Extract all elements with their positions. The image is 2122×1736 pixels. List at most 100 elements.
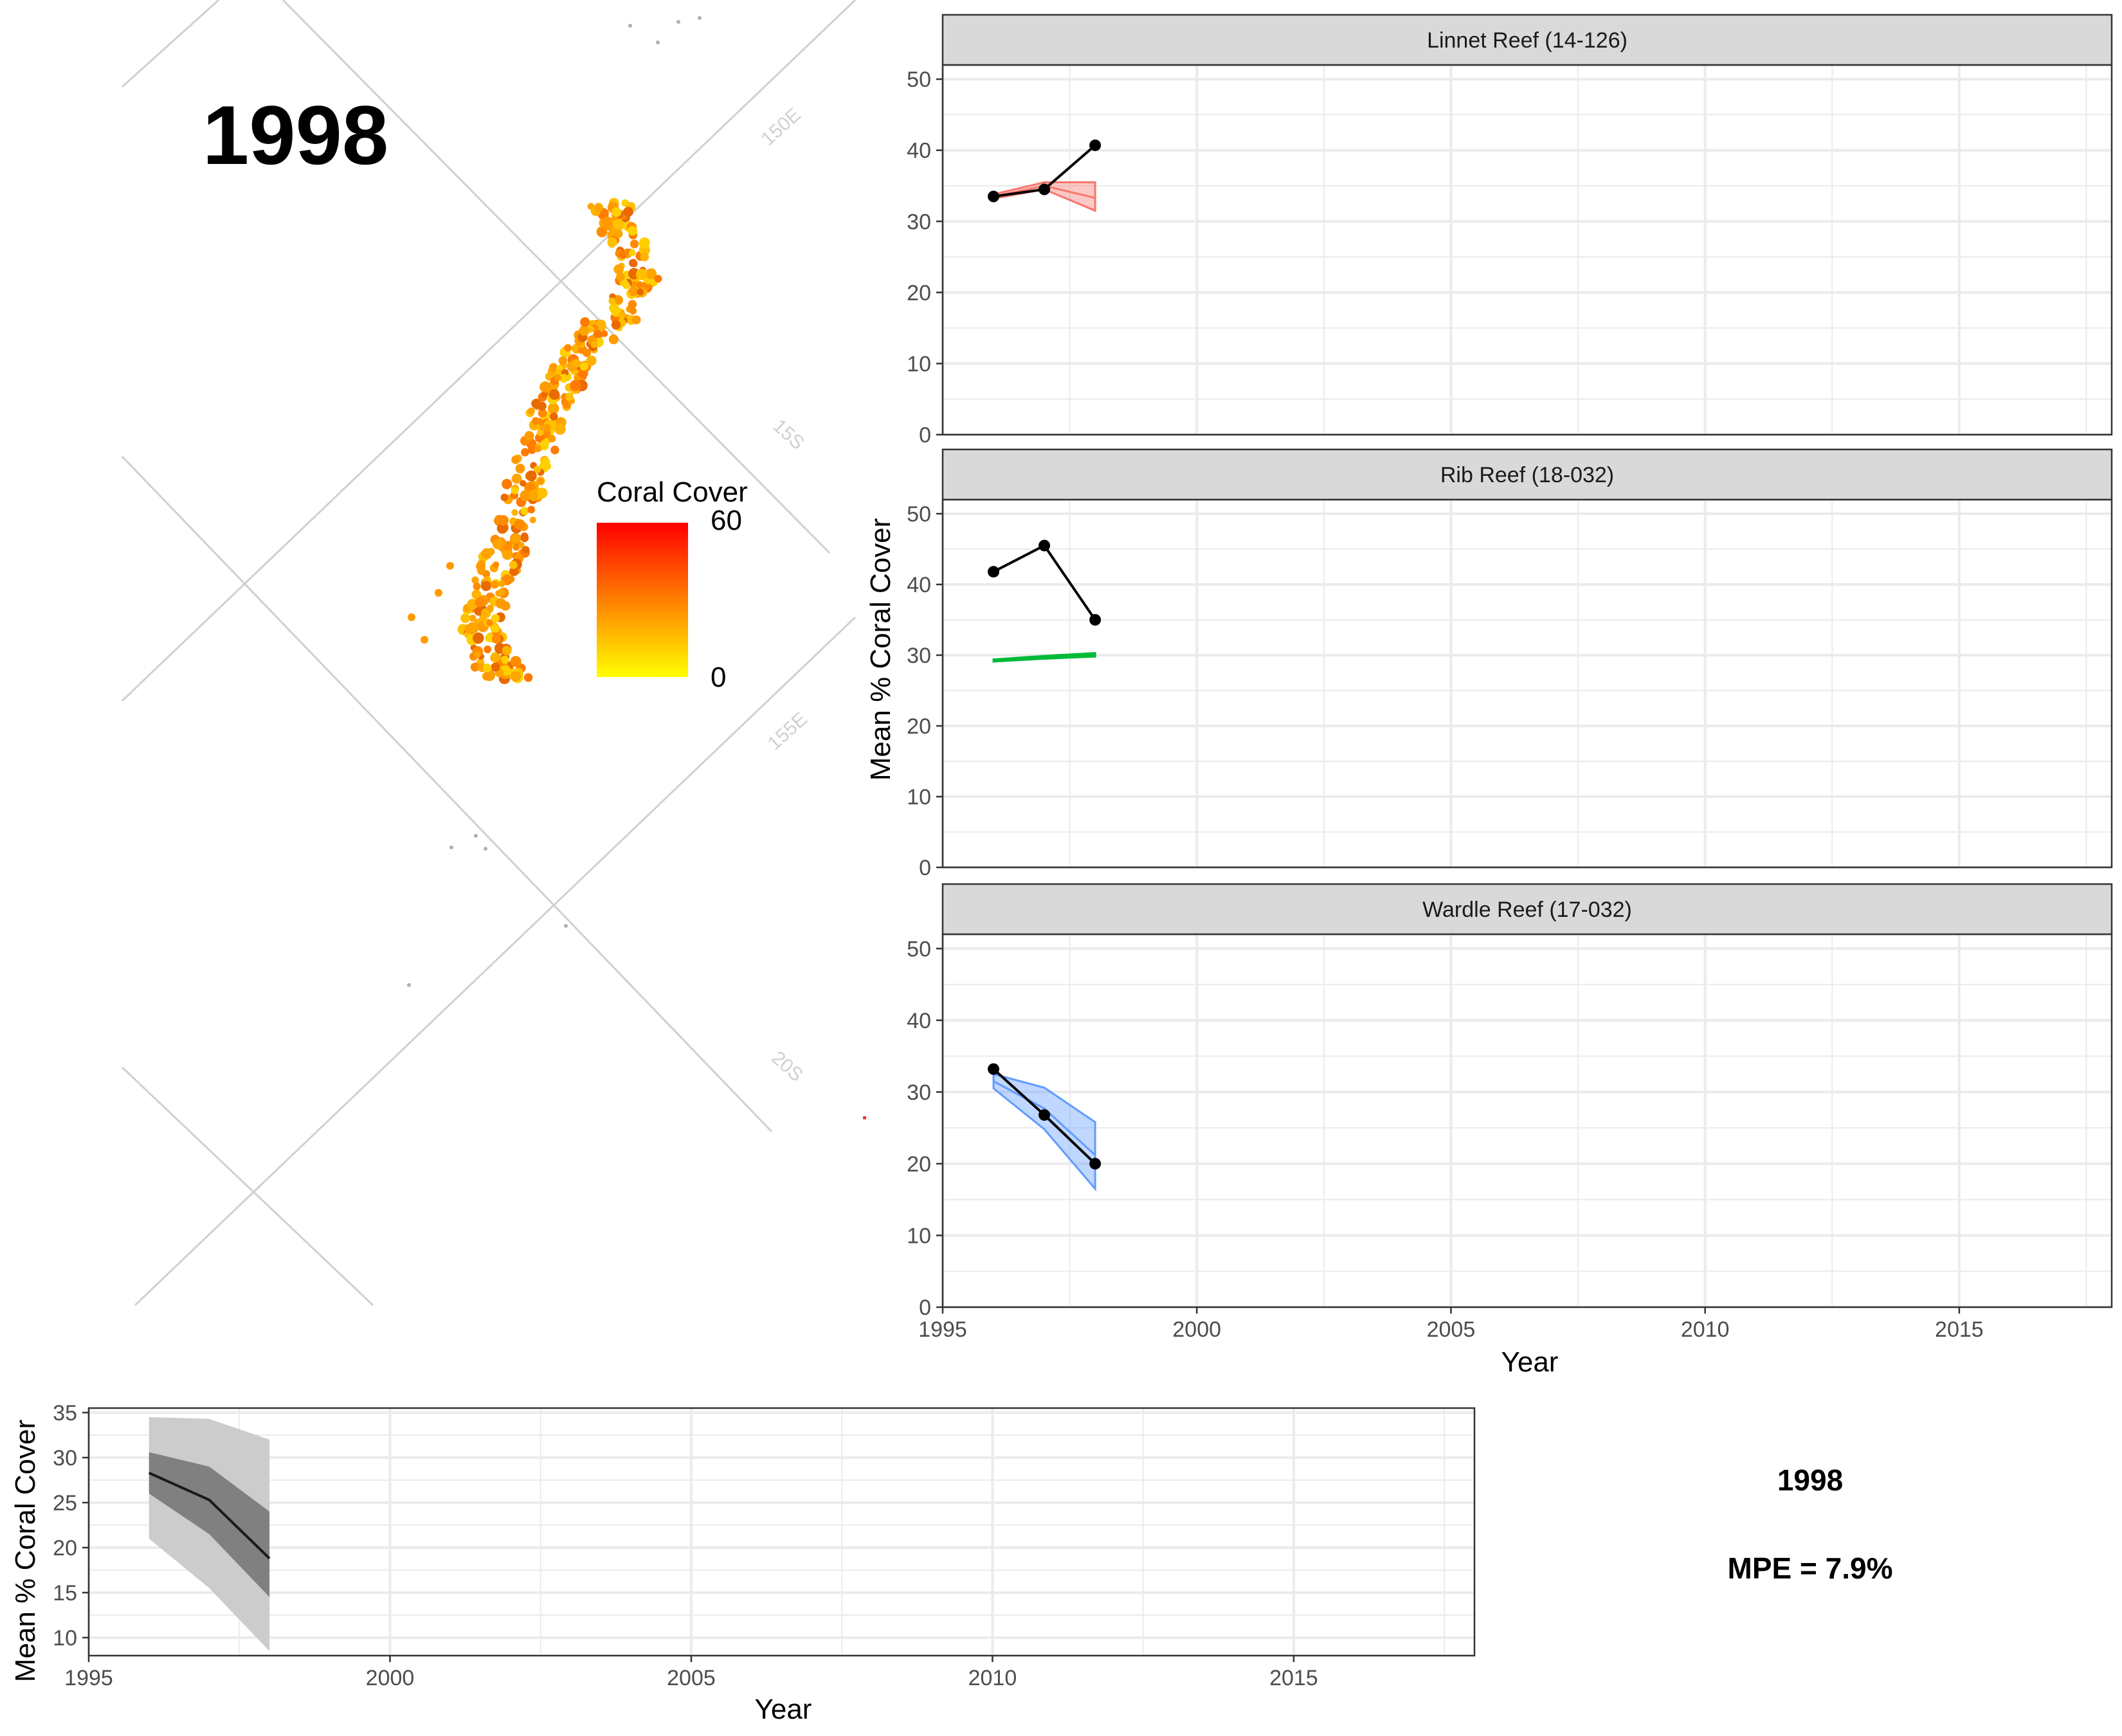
y-tick-label: 20	[907, 714, 931, 739]
reef-point	[549, 389, 560, 400]
panel-border	[87, 1407, 1476, 1657]
reef-point	[537, 429, 544, 437]
plot-background	[943, 65, 2112, 435]
reef-point	[496, 523, 508, 534]
reef-point	[523, 673, 533, 682]
reef-point	[408, 613, 415, 621]
reef-point	[511, 473, 522, 484]
observed-point	[1038, 539, 1051, 552]
observed-point	[1089, 614, 1102, 626]
reef-point	[594, 329, 603, 338]
wardle-reef-panel: 0 10 20 30 40 50 1995 2000 2005 2010 2015 Wardle Re…	[907, 883, 2113, 1342]
reef-point	[541, 439, 550, 448]
reef-point	[509, 566, 519, 576]
reef-point	[601, 330, 608, 338]
reef-point	[540, 381, 551, 393]
reef-point	[484, 646, 492, 653]
reef-point	[623, 206, 633, 217]
y-tick-label: 40	[907, 139, 931, 163]
graticule-label-150e: 150E	[757, 104, 805, 150]
reef-point	[502, 478, 512, 489]
panel-strip-label: Rib Reef (18-032)	[1440, 463, 1614, 487]
y-tick-label: 35	[53, 1401, 77, 1425]
reef-point	[550, 446, 559, 455]
reef-point	[498, 580, 505, 588]
y-tick-label: 10	[907, 1224, 931, 1248]
reef-point	[564, 344, 572, 352]
reef-point	[628, 300, 637, 309]
reef-point	[520, 507, 529, 516]
observed-point	[988, 566, 1000, 578]
reef-point	[511, 533, 521, 544]
y-tick-label: 10	[907, 785, 931, 809]
reef-point	[579, 362, 588, 371]
reef-map: 150E 15S 155E 20S 1998 Coral Cover 60 0	[121, 0, 866, 1307]
reef-point	[471, 590, 482, 599]
reef-point	[521, 448, 530, 457]
reef-point	[493, 561, 500, 568]
reef-point	[537, 478, 544, 485]
reef-point	[631, 315, 641, 325]
summary-year: 1998	[1777, 1463, 1843, 1497]
reef-point	[618, 311, 626, 320]
reef-point	[630, 239, 639, 249]
reef-point	[511, 455, 520, 464]
reef-point	[629, 258, 637, 267]
reef-point	[446, 562, 454, 570]
reef-point	[491, 614, 500, 622]
reef-point	[646, 268, 657, 280]
y-tick-label: 0	[919, 856, 931, 880]
y-tick-label: 40	[907, 573, 931, 597]
reef-point	[559, 374, 568, 383]
reef-point	[486, 604, 494, 612]
reef-point	[594, 203, 604, 212]
reef-point	[469, 615, 476, 622]
reef-point	[464, 624, 475, 634]
reef-point	[435, 589, 442, 597]
observed-point	[988, 1063, 1000, 1075]
reef-point	[639, 237, 650, 249]
reef-panels-y-axis-title: Mean % Coral Cover	[865, 518, 896, 781]
reef-point	[491, 624, 499, 633]
reef-point	[527, 505, 536, 514]
panel-strip-label: Linnet Reef (14-126)	[1427, 28, 1628, 53]
reef-point	[481, 548, 493, 559]
reef-point	[618, 251, 627, 259]
reef-point	[533, 466, 541, 473]
y-tick-label: 0	[919, 1296, 931, 1320]
reef-point	[549, 412, 558, 421]
reef-point	[520, 534, 529, 543]
reef-point	[582, 348, 592, 357]
reef-point	[602, 216, 613, 227]
reef-point	[484, 669, 496, 682]
map-islands	[407, 16, 702, 987]
reef-point	[490, 580, 499, 589]
y-tick-label: 20	[907, 1152, 931, 1177]
plot-background	[943, 934, 2112, 1307]
panel-strip	[941, 14, 2113, 66]
reef-point	[635, 268, 648, 280]
reef-point	[579, 325, 590, 336]
y-tick-label: 40	[907, 1009, 931, 1033]
x-tick-label: 2015	[1935, 1317, 1984, 1342]
reef-point	[474, 651, 481, 658]
reef-point	[476, 561, 485, 571]
x-tick-label: 2005	[667, 1666, 716, 1690]
reef-point	[500, 493, 509, 502]
reef-point	[613, 229, 623, 239]
reef-point	[473, 582, 481, 591]
y-tick-label: 20	[907, 281, 931, 305]
reef-point	[612, 220, 619, 227]
reef-point	[502, 646, 512, 656]
overall-y-axis-title: Mean % Coral Cover	[10, 1420, 41, 1682]
reef-point	[510, 671, 521, 682]
reef-point	[490, 652, 501, 662]
x-tick-label: 2010	[968, 1666, 1017, 1690]
map-outlier-point	[863, 1116, 866, 1119]
y-tick-label: 10	[53, 1626, 77, 1650]
reef-point	[538, 408, 547, 418]
reef-point	[481, 581, 491, 592]
reef-point	[628, 286, 639, 296]
overall-mean-line	[148, 1471, 271, 1560]
observed-point	[1038, 1109, 1051, 1121]
